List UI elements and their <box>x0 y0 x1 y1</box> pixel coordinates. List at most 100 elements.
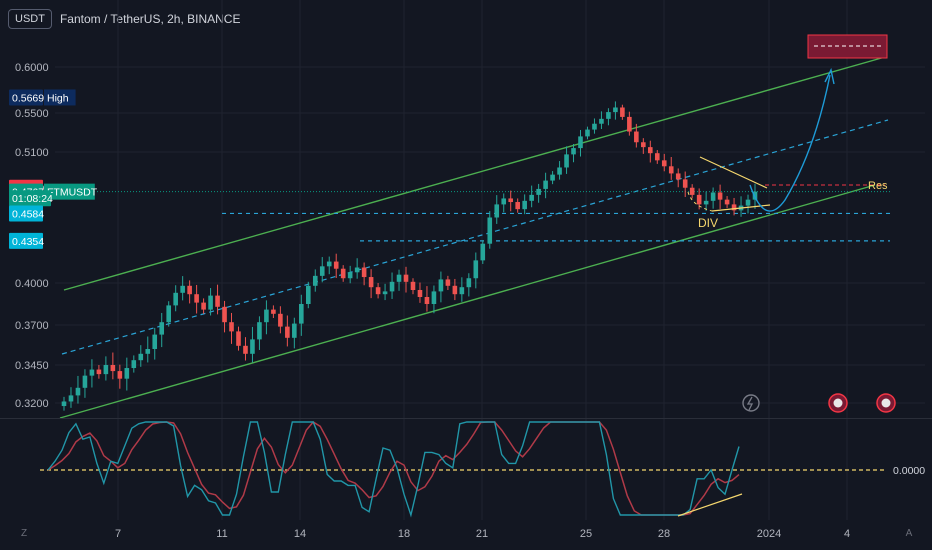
candle-body <box>466 278 472 288</box>
candle-body <box>117 371 123 379</box>
oscillator-zero-label: 0.0000 <box>893 465 925 477</box>
price-badge-bg <box>9 205 43 222</box>
economic-event-flag <box>833 398 843 408</box>
candle-body <box>361 267 367 278</box>
y-tick-label: 0.3450 <box>15 360 49 372</box>
candle-body <box>354 267 360 273</box>
candle-body <box>278 313 283 327</box>
price-badge-tag: High <box>47 92 69 104</box>
x-tick-label: 2024 <box>757 528 781 540</box>
candle-body <box>613 107 618 113</box>
candle-body <box>138 353 144 361</box>
candle-body <box>222 306 227 323</box>
candle-body <box>536 188 541 195</box>
candle-body <box>717 192 723 200</box>
x-tick-label: 14 <box>294 528 306 540</box>
x-tick-label: 25 <box>580 528 592 540</box>
candle-body <box>68 395 74 402</box>
price-badge-value: 0.5669 <box>12 92 44 104</box>
candle-body <box>585 129 590 137</box>
candle-body <box>243 345 248 354</box>
candle-body <box>285 326 290 338</box>
candle-body <box>215 295 220 307</box>
projection-arrowhead <box>824 67 835 85</box>
target-zone-box <box>807 34 888 59</box>
projection-path <box>749 74 831 212</box>
candle-body <box>299 304 304 324</box>
candle-body <box>410 281 416 290</box>
candle-body <box>606 112 611 119</box>
candle-body <box>180 285 185 293</box>
symbol-chip[interactable]: USDT <box>8 9 52 29</box>
candle-body <box>724 199 730 205</box>
flash-event-glyph <box>746 396 754 411</box>
candle-body <box>382 291 388 295</box>
candle-body <box>103 365 109 375</box>
candle-body <box>187 285 192 295</box>
candle-body <box>403 274 409 282</box>
candle-body <box>229 322 234 332</box>
candle-body <box>661 160 667 167</box>
candle-body <box>557 167 562 175</box>
candle-body <box>61 401 67 407</box>
x-tick-label: 4 <box>844 528 850 540</box>
candle-body <box>703 200 709 205</box>
timezone-glyph: Z <box>21 528 27 539</box>
candle-body <box>620 107 625 117</box>
candle-body <box>166 305 171 323</box>
wedge-upper-line <box>699 156 768 189</box>
candle-body <box>201 302 206 310</box>
x-tick-label: 21 <box>476 528 488 540</box>
candle-body <box>599 118 604 124</box>
candle-body <box>578 136 583 149</box>
candle-body <box>292 323 297 338</box>
price-badge-tag-bg <box>44 183 95 200</box>
candle-body <box>696 194 702 205</box>
candle-body <box>208 295 213 310</box>
y-tick-label: 0.5500 <box>15 108 49 120</box>
candle-body <box>340 268 346 279</box>
y-tick-label: 0.3200 <box>15 398 49 410</box>
price-badge-value: 01:08:24 <box>12 193 53 205</box>
x-tick-label: 28 <box>658 528 670 540</box>
candle-body <box>131 360 137 369</box>
candle-body <box>675 173 681 180</box>
candle-body <box>368 277 374 288</box>
candle-body <box>592 123 597 130</box>
candle-body <box>396 274 402 282</box>
candle-body <box>459 287 465 295</box>
candle-body <box>417 290 423 297</box>
candle-body <box>452 285 458 295</box>
price-badge: 0.5669 High <box>9 89 76 106</box>
auto-scale-glyph: A <box>906 528 913 539</box>
candle-body <box>347 272 353 279</box>
candle-body <box>389 281 395 292</box>
candle-body <box>494 204 500 218</box>
candle-body <box>745 199 751 206</box>
pane-separator <box>0 418 932 419</box>
candle-body <box>194 294 199 303</box>
candle-body <box>654 153 660 161</box>
candle-body <box>473 260 479 279</box>
candle-body <box>431 291 437 304</box>
candle-body <box>480 243 486 261</box>
candle-body <box>82 375 88 388</box>
price-badge-value: 0.4584 <box>12 208 44 220</box>
candle-body <box>710 192 716 201</box>
candle-body <box>648 147 653 154</box>
x-tick-label: 18 <box>398 528 410 540</box>
price-badge: 01:08:24 <box>9 190 53 207</box>
candle-body <box>75 387 81 396</box>
channel-lower-line <box>59 184 876 419</box>
y-tick-label: 0.4000 <box>15 278 49 290</box>
price-badge-bg <box>9 232 43 249</box>
candle-body <box>438 279 444 292</box>
price-badge-value: 0.4354 <box>12 236 44 248</box>
oscillator-signal-line <box>47 421 740 516</box>
candle-body <box>634 131 639 143</box>
candle-body <box>333 261 339 269</box>
divergence-label: DIV <box>698 216 718 230</box>
candle-body <box>305 285 311 304</box>
y-tick-label: 0.5100 <box>15 147 49 159</box>
